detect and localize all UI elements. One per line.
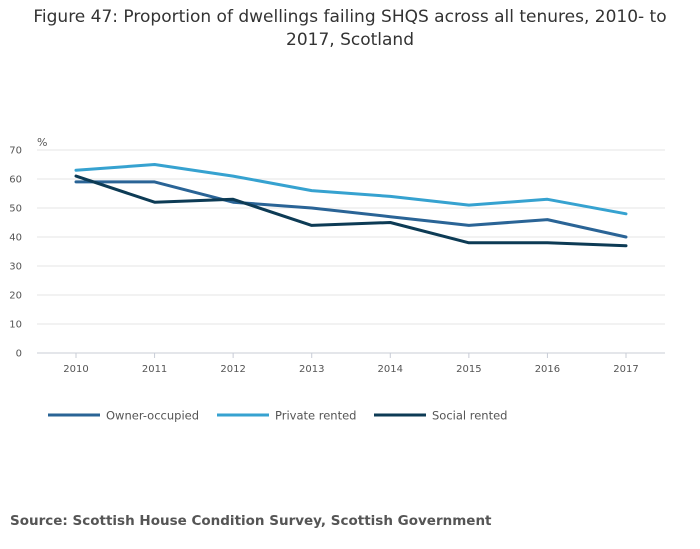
x-tick-label-2012: 2012 — [220, 364, 245, 375]
y-tick-label-60: 60 — [9, 175, 22, 186]
x-tick-label-2014: 2014 — [378, 364, 403, 375]
chart-title-line-2: 2017, Scotland — [286, 30, 414, 50]
legend-label-owner-occupied: Owner-occupied — [106, 409, 199, 423]
y-tick-label-30: 30 — [9, 262, 22, 273]
y-tick-label-0: 0 — [16, 349, 22, 360]
axes: 0 10 20 30 40 50 60 70% 2010 2011 2012 2013 2014 2015… — [9, 136, 665, 375]
x-tick-label-2011: 2011 — [142, 364, 167, 375]
legend-item-social-rented: Social rented — [374, 409, 507, 423]
x-tick-label-2010: 2010 — [63, 364, 88, 375]
y-tick-label-10: 10 — [9, 320, 22, 331]
y-axis-label: % — [37, 136, 47, 149]
chart-title: Figure 47: Proportion of dwellings faili… — [0, 6, 700, 52]
y-tick-label-50: 50 — [9, 204, 22, 215]
series-line-private-rented — [74, 163, 628, 216]
series-line-owner-occupied — [74, 180, 628, 239]
x-tick-label-2017: 2017 — [613, 364, 638, 375]
legend-label-private-rented: Private rented — [275, 409, 356, 423]
x-tick-label-2016: 2016 — [535, 364, 560, 375]
y-tick-label-40: 40 — [9, 233, 22, 244]
legend-item-owner-occupied: Owner-occupied — [48, 409, 199, 423]
y-tick-label-20: 20 — [9, 291, 22, 302]
legend: Owner-occupied Private rented Social rente… — [48, 409, 507, 423]
source-note: Source: Scottish House Condition Survey,… — [10, 513, 492, 529]
x-tick-label-2013: 2013 — [299, 364, 324, 375]
chart-title-line-1: Figure 47: Proportion of dwellings faili… — [33, 7, 667, 27]
x-tick-label-2015: 2015 — [456, 364, 481, 375]
legend-item-private-rented: Private rented — [217, 409, 356, 423]
legend-label-social-rented: Social rented — [432, 409, 507, 423]
y-tick-label-70: 70 — [9, 146, 22, 157]
series-line-social-rented — [74, 174, 628, 248]
gridlines — [37, 149, 665, 325]
series-lines — [74, 163, 628, 248]
